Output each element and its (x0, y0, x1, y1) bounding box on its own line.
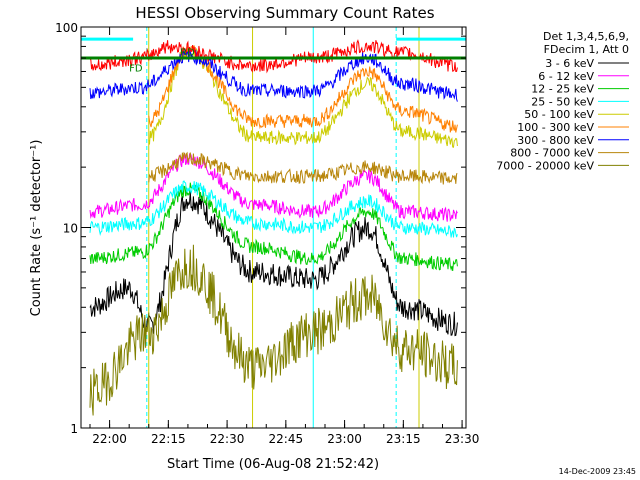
x-tick-label: 23:15 (386, 432, 421, 446)
annotation-label: RD (180, 48, 195, 59)
legend-item-label: 6 - 12 keV (538, 70, 594, 83)
legend-item-label: 12 - 25 keV (531, 83, 594, 96)
series-line (89, 182, 458, 272)
legend-item-label: 7000 - 20000 keV (496, 159, 594, 172)
x-axis-label: Start Time (06-Aug-08 21:52:42) (167, 457, 379, 472)
y-tick-label: 1 (70, 422, 78, 436)
x-tick-label: 22:15 (151, 432, 186, 446)
legend-header-1: Det 1,3,4,5,6,9, (543, 30, 629, 43)
y-tick-label: 10 (63, 222, 78, 236)
legend-item-label: 50 - 100 keV (524, 108, 594, 121)
legend-header-2: FDecim 1, Att 0 (544, 43, 629, 56)
series-line (89, 39, 458, 74)
y-axis: 1 10 100 (55, 21, 466, 436)
legend-item-label: 300 - 800 keV (517, 134, 594, 147)
annotation-label: FD (129, 63, 143, 74)
legend: Det 1,3,4,5,6,9, FDecim 1, Att 0 3 - 6 k… (496, 30, 629, 172)
x-tick-label: 23:30 (445, 432, 480, 446)
x-tick-label: 23:00 (327, 432, 362, 446)
legend-item-label: 3 - 6 keV (545, 57, 594, 70)
date-stamp: 14-Dec-2009 23:45 (559, 467, 636, 476)
x-tick-label: 22:00 (92, 432, 127, 446)
x-axis: 22:00 22:15 22:30 22:45 23:00 23:15 23:30 (89, 27, 480, 446)
y-tick-label: 100 (55, 21, 78, 35)
legend-item-label: 25 - 50 keV (531, 95, 594, 108)
series-line (148, 45, 458, 148)
legend-item-label: 800 - 7000 keV (510, 147, 594, 160)
series-line (89, 153, 458, 222)
chart-title: HESSI Observing Summary Count Rates (135, 4, 434, 22)
series-line (89, 49, 458, 102)
series-line (89, 191, 458, 337)
legend-item-label: 100 - 300 keV (517, 121, 594, 134)
series-line (148, 151, 458, 185)
x-tick-label: 22:30 (210, 432, 245, 446)
x-tick-label: 22:45 (269, 432, 304, 446)
series-line (89, 180, 458, 238)
plot-area: RD FD (80, 27, 466, 428)
y-axis-label: Count Rate (s⁻¹ detector⁻¹) (29, 140, 44, 317)
series-line (89, 244, 458, 416)
